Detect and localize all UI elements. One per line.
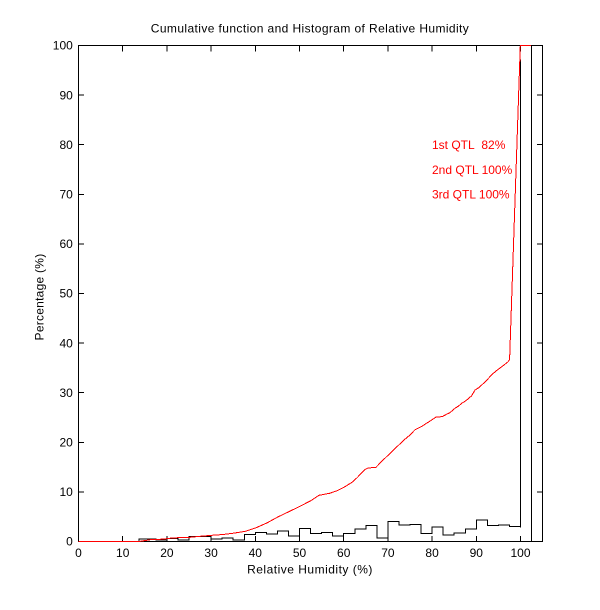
svg-text:40: 40 [249, 546, 263, 560]
svg-text:80: 80 [59, 138, 73, 152]
svg-text:30: 30 [204, 546, 218, 560]
svg-text:2nd QTL 100%: 2nd QTL 100% [432, 163, 513, 177]
svg-text:3rd QTL 100%: 3rd QTL 100% [432, 188, 510, 202]
svg-text:0: 0 [66, 535, 73, 549]
svg-text:Percentage (%): Percentage (%) [33, 254, 47, 341]
svg-text:70: 70 [381, 546, 395, 560]
svg-text:20: 20 [59, 436, 73, 450]
svg-text:10: 10 [116, 546, 130, 560]
svg-text:20: 20 [160, 546, 174, 560]
svg-text:100: 100 [510, 546, 530, 560]
svg-text:Cumulative function and Histog: Cumulative function and Histogram of Rel… [151, 22, 469, 36]
svg-text:30: 30 [59, 386, 73, 400]
svg-text:100: 100 [53, 39, 73, 53]
svg-text:70: 70 [59, 188, 73, 202]
svg-text:80: 80 [425, 546, 439, 560]
svg-text:0: 0 [75, 546, 82, 560]
svg-text:10: 10 [59, 485, 73, 499]
svg-text:40: 40 [59, 336, 73, 350]
svg-text:90: 90 [59, 88, 73, 102]
svg-text:60: 60 [59, 237, 73, 251]
svg-text:50: 50 [293, 546, 307, 560]
svg-text:50: 50 [59, 287, 73, 301]
svg-text:60: 60 [337, 546, 351, 560]
svg-text:90: 90 [470, 546, 484, 560]
svg-text:1st QTL 82%: 1st QTL 82% [432, 138, 506, 152]
svg-text:Relative Humidity (%): Relative Humidity (%) [247, 562, 373, 576]
